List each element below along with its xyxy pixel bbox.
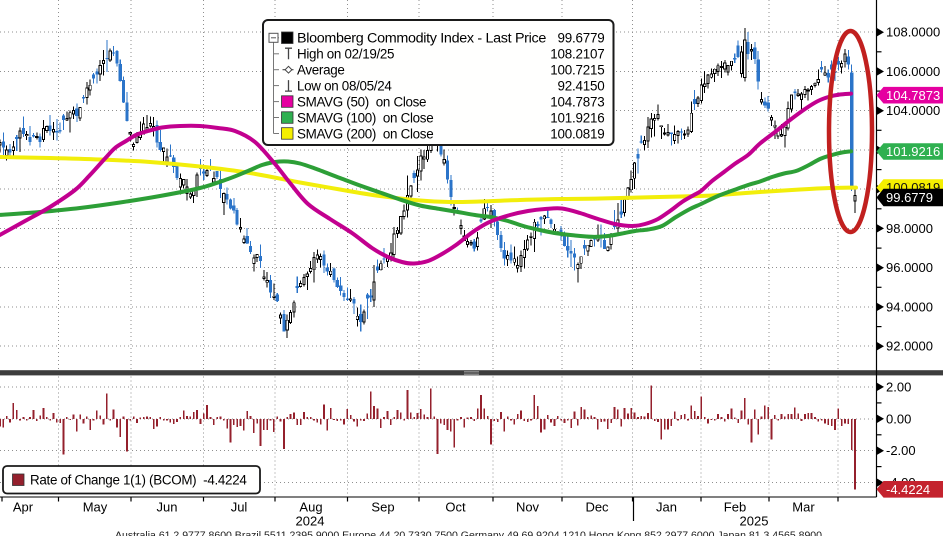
svg-text:2.00: 2.00 <box>886 379 911 394</box>
svg-text:Sep: Sep <box>371 500 394 515</box>
svg-text:2025: 2025 <box>740 514 769 529</box>
svg-text:98.0000: 98.0000 <box>886 221 933 236</box>
svg-text:108.0000: 108.0000 <box>886 25 940 40</box>
svg-text:High on 02/19/25: High on 02/19/25 <box>297 47 394 62</box>
svg-text:Australia 61 2 9777 8600 Brazi: Australia 61 2 9777 8600 Brazil 5511 239… <box>115 531 822 536</box>
svg-text:92.4150: 92.4150 <box>557 78 604 93</box>
svg-text:Mar: Mar <box>792 500 815 515</box>
svg-text:SMAVG (200) on Close: SMAVG (200) on Close <box>297 126 433 141</box>
svg-text:100.0819: 100.0819 <box>550 126 604 141</box>
svg-text:-4.4224: -4.4224 <box>886 482 930 497</box>
svg-text:96.0000: 96.0000 <box>886 260 933 275</box>
svg-text:Nov: Nov <box>516 500 540 515</box>
svg-text:2024: 2024 <box>296 514 325 529</box>
svg-text:Apr: Apr <box>13 500 34 515</box>
svg-text:101.9216: 101.9216 <box>886 144 940 159</box>
svg-text:99.6779: 99.6779 <box>557 31 604 46</box>
svg-text:Jan: Jan <box>656 500 677 515</box>
svg-text:-2.00: -2.00 <box>886 443 916 458</box>
svg-text:Feb: Feb <box>724 500 746 515</box>
svg-text:SMAVG (50) on Close: SMAVG (50) on Close <box>297 94 426 109</box>
svg-text:Jul: Jul <box>231 500 248 515</box>
svg-text:Oct: Oct <box>445 500 466 515</box>
svg-text:Low on 08/05/24: Low on 08/05/24 <box>297 78 392 93</box>
svg-text:104.7873: 104.7873 <box>550 94 604 109</box>
svg-text:108.2107: 108.2107 <box>550 47 604 62</box>
svg-text:104.7873: 104.7873 <box>886 88 940 103</box>
svg-text:0.00: 0.00 <box>886 411 911 426</box>
svg-text:Aug: Aug <box>299 500 322 515</box>
svg-text:Dec: Dec <box>585 500 609 515</box>
svg-text:100.7215: 100.7215 <box>550 63 604 78</box>
svg-text:Bloomberg Commodity Index - La: Bloomberg Commodity Index - Last Price <box>297 31 546 46</box>
svg-text:99.6779: 99.6779 <box>886 190 933 205</box>
svg-text:94.0000: 94.0000 <box>886 299 933 314</box>
svg-text:May: May <box>83 500 108 515</box>
svg-text:101.9216: 101.9216 <box>550 110 604 125</box>
svg-text:104.0000: 104.0000 <box>886 103 940 118</box>
svg-text:Average: Average <box>297 63 345 78</box>
svg-text:SMAVG (100) on Close: SMAVG (100) on Close <box>297 110 433 125</box>
svg-text:Rate of Change 1(1) (BCOM) -4: Rate of Change 1(1) (BCOM) -4.4224 <box>30 473 247 488</box>
svg-text:92.0000: 92.0000 <box>886 339 933 354</box>
svg-text:Jun: Jun <box>157 500 178 515</box>
svg-text:106.0000: 106.0000 <box>886 64 940 79</box>
